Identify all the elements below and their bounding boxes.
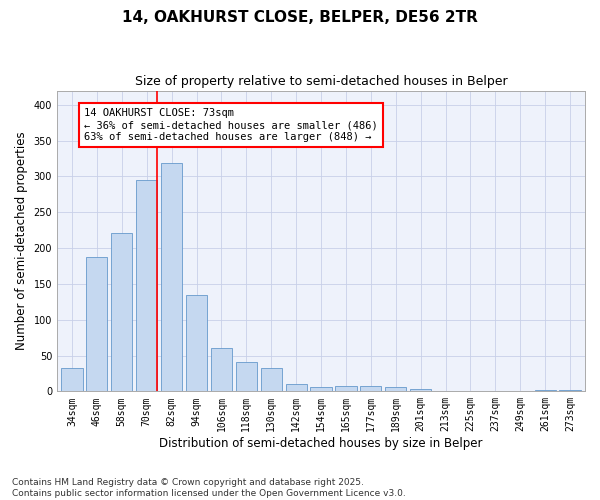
Bar (236, 362, 257, 392)
Bar (435, 390, 456, 392)
Text: Contains HM Land Registry data © Crown copyright and database right 2025.
Contai: Contains HM Land Registry data © Crown c… (12, 478, 406, 498)
Bar (535, 390, 556, 392)
Text: 14, OAKHURST CLOSE, BELPER, DE56 2TR: 14, OAKHURST CLOSE, BELPER, DE56 2TR (122, 10, 478, 25)
Bar (509, 390, 531, 392)
Bar (111, 233, 133, 392)
Bar (260, 368, 282, 392)
Bar (161, 163, 182, 392)
Y-axis label: Number of semi-detached properties: Number of semi-detached properties (15, 132, 28, 350)
Bar (360, 386, 382, 392)
Bar (410, 389, 431, 392)
Bar (136, 180, 157, 392)
Bar (559, 390, 581, 392)
Bar (286, 384, 307, 392)
Bar (335, 386, 356, 392)
X-axis label: Distribution of semi-detached houses by size in Belper: Distribution of semi-detached houses by … (159, 437, 483, 450)
Text: 14 OAKHURST CLOSE: 73sqm
← 36% of semi-detached houses are smaller (486)
63% of : 14 OAKHURST CLOSE: 73sqm ← 36% of semi-d… (85, 108, 378, 142)
Bar (460, 390, 481, 392)
Bar (186, 296, 207, 392)
Bar (61, 368, 83, 392)
Bar (211, 348, 232, 392)
Title: Size of property relative to semi-detached houses in Belper: Size of property relative to semi-detach… (135, 75, 508, 88)
Bar (310, 387, 332, 392)
Bar (86, 256, 107, 392)
Bar (385, 387, 406, 392)
